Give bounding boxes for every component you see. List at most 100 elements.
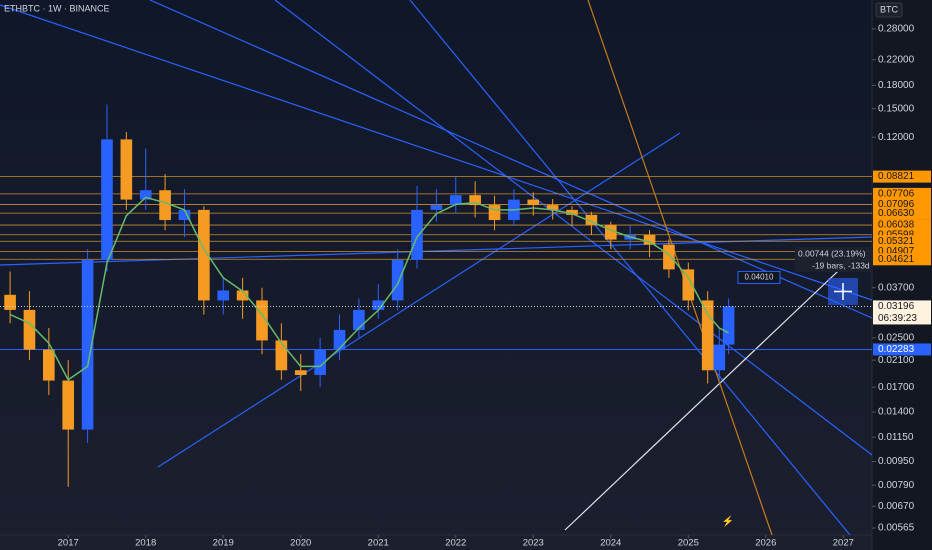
level-label: 0.05321: [878, 236, 915, 247]
candle-body: [546, 205, 559, 210]
y-tick-label: 0.00790: [878, 480, 915, 491]
y-tick-label: 0.01150: [878, 432, 914, 443]
candle-body: [604, 224, 617, 240]
candle-body: [275, 340, 288, 371]
level-label: 0.06630: [878, 208, 915, 219]
y-tick-label: 0.00670: [878, 501, 915, 512]
trend-line: [0, 4, 873, 301]
trend-line: [564, 254, 856, 531]
price-label: 0.03196: [878, 301, 915, 312]
candle-body: [294, 370, 307, 375]
position-box[interactable]: [828, 278, 858, 305]
candle-body: [391, 259, 404, 301]
candle-body: [682, 269, 695, 301]
ray-label-box: [737, 270, 781, 284]
candle-body: [43, 349, 55, 381]
candle-body: [566, 209, 578, 215]
currency: BTC: [880, 4, 899, 14]
level-label-box: [873, 187, 931, 200]
candle-body: [198, 209, 210, 301]
candle-body: [178, 209, 191, 221]
y-tick-label: 0.00950: [878, 456, 915, 467]
candle-body: [449, 195, 462, 206]
lightning-icon[interactable]: ⚡: [722, 515, 734, 528]
x-tick-label: 2018: [135, 538, 156, 549]
level-label-box: [873, 219, 931, 232]
measure-span: -19 bars, -133d: [812, 260, 870, 270]
y-tick-label: 0.02500: [878, 332, 915, 343]
chart-title: ETHBTC · 1W · BINANCE: [4, 3, 110, 13]
candle-body: [469, 195, 481, 206]
candle-body: [488, 205, 501, 221]
candle-body: [713, 344, 726, 371]
blue-label-box: [873, 343, 931, 356]
level-label: 0.07706: [878, 189, 915, 200]
level-label: 0.05598: [878, 229, 915, 240]
price-label-box: [873, 300, 931, 325]
candle-body: [23, 309, 36, 350]
x-tick-label: 2027: [833, 538, 854, 549]
trend-line: [409, 0, 851, 536]
candle-body: [372, 300, 385, 310]
level-label: 0.06038: [878, 220, 915, 231]
y-tick-label: 0.12000: [878, 132, 915, 143]
level-label: 0.07096: [878, 199, 915, 210]
candle-body: [353, 309, 365, 330]
candle-body: [101, 139, 113, 260]
x-tick-label: 2019: [213, 538, 234, 549]
trend-line: [0, 236, 873, 266]
measure-box: [795, 247, 872, 272]
y-tick-label: 0.28000: [878, 24, 915, 35]
candle-body: [139, 190, 152, 200]
y-tick-label: 0.02100: [878, 355, 915, 366]
position-icon: [834, 283, 852, 300]
trend-line: [157, 132, 681, 468]
candle-body: [722, 306, 735, 345]
y-tick-label: 0.18000: [878, 80, 915, 91]
measure-change: 0.00744 (23.19%): [798, 248, 866, 258]
ray-label: 0.04010: [745, 273, 774, 282]
blue-label: 0.02283: [878, 344, 915, 355]
x-tick-label: 2020: [290, 538, 311, 549]
candle-body: [4, 294, 16, 310]
candle-body: [159, 190, 171, 221]
level-label: 0.04907: [878, 246, 915, 257]
candle-body: [333, 329, 346, 350]
candle-body: [585, 214, 598, 225]
level-label: 0.04621: [878, 254, 915, 265]
x-tick-label: 2017: [58, 538, 79, 549]
candle-body: [81, 259, 94, 430]
candle-body: [527, 199, 540, 206]
x-tick-label: 2023: [523, 538, 544, 549]
currency-box: [875, 2, 903, 18]
price-axis: [872, 0, 932, 550]
y-tick-label: 0.22000: [878, 54, 915, 65]
candle-body: [663, 244, 675, 270]
candle-body: [120, 139, 133, 200]
level-label-box: [873, 235, 931, 248]
trend-line: [149, 0, 873, 319]
candle-body: [256, 300, 268, 341]
trend-line: [274, 0, 873, 456]
x-tick-label: 2024: [600, 538, 621, 549]
y-tick-label: 0.01400: [878, 407, 915, 418]
candle-body: [62, 380, 75, 430]
candle-body: [701, 300, 714, 371]
level-label-box: [873, 207, 931, 220]
y-tick-label: 0.15000: [878, 103, 915, 114]
x-tick-label: 2025: [678, 538, 699, 549]
candle-body: [314, 349, 326, 375]
level-label-box: [873, 170, 931, 183]
level-label-box: [873, 253, 931, 266]
x-tick-label: 2026: [755, 538, 776, 549]
candle-body: [217, 290, 230, 301]
price-countdown: 06:39:23: [878, 313, 917, 324]
x-tick-label: 2022: [445, 538, 466, 549]
y-tick-label: 0.01700: [878, 382, 915, 393]
candle-body: [236, 290, 249, 301]
candle-body: [411, 209, 423, 260]
y-tick-label: 0.03700: [878, 282, 915, 293]
y-tick-label: 0.00565: [878, 523, 915, 534]
